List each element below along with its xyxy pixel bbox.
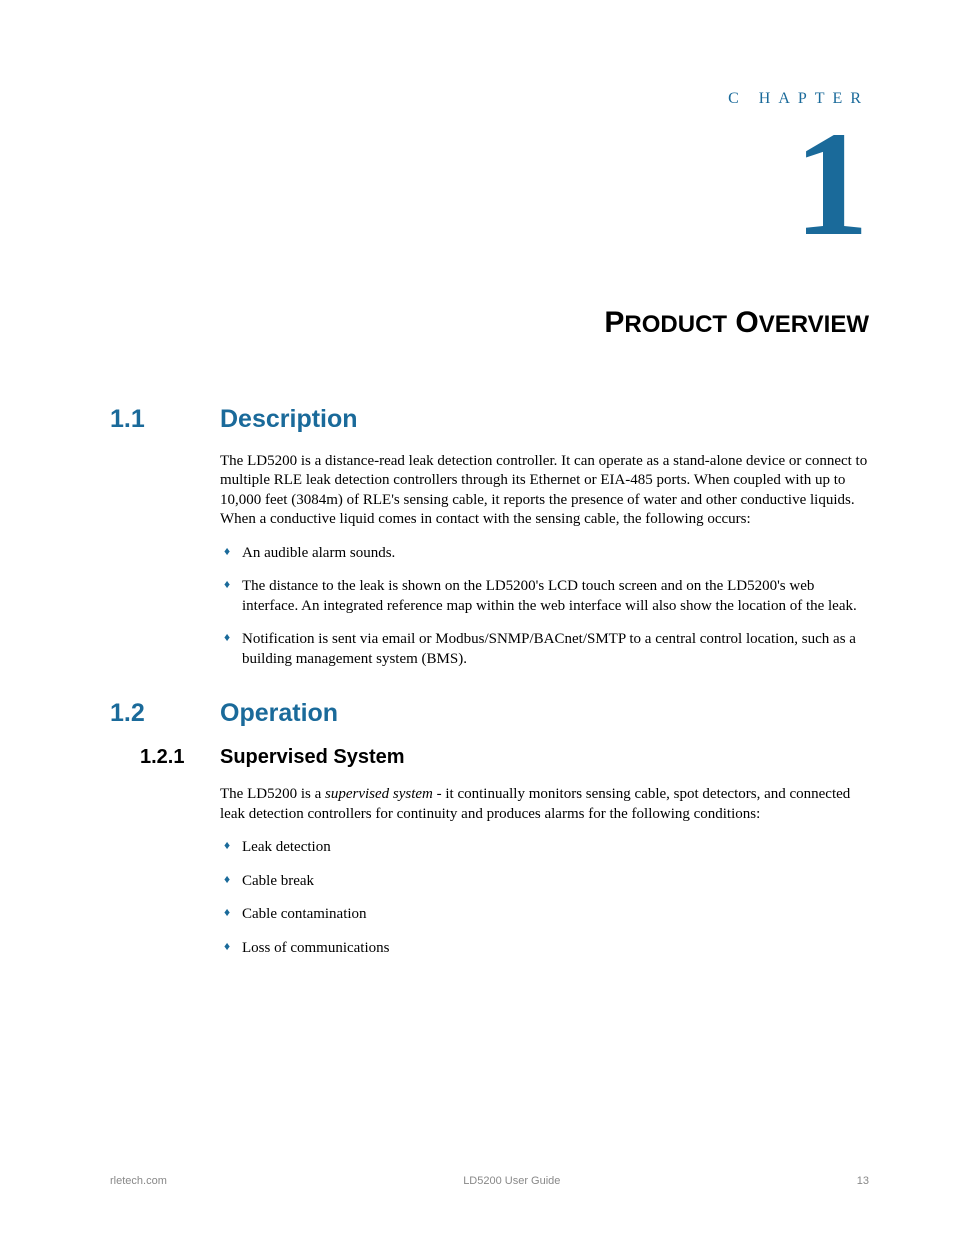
footer-center: LD5200 User Guide <box>463 1175 560 1187</box>
subsection-title: Supervised System <box>220 746 405 769</box>
footer-page-number: 13 <box>857 1175 869 1187</box>
list-item: Leak detection <box>220 838 869 858</box>
section-2-title: Operation <box>220 699 338 728</box>
page-footer: rletech.com LD5200 User Guide 13 <box>110 1175 869 1187</box>
chapter-header: C HAPTER 1 <box>110 90 869 256</box>
section-1-number: 1.1 <box>110 405 220 434</box>
page-title: PRODUCT OVERVIEW <box>110 306 869 340</box>
list-item: Notification is sent via email or Modbus… <box>220 630 869 669</box>
section-2-number: 1.2 <box>110 699 220 728</box>
section-1-bullet-list: An audible alarm sounds. The distance to… <box>220 544 869 670</box>
section-1-heading: 1.1 Description <box>110 405 869 434</box>
chapter-label: C HAPTER <box>110 90 869 108</box>
chapter-number: 1 <box>110 113 869 256</box>
subsection-heading: 1.2.1 Supervised System <box>140 746 869 769</box>
subsection-paragraph: The LD5200 is a supervised system - it c… <box>220 785 869 824</box>
section-1-title: Description <box>220 405 358 434</box>
footer-left: rletech.com <box>110 1175 167 1187</box>
list-item: An audible alarm sounds. <box>220 544 869 564</box>
section-1-paragraph: The LD5200 is a distance-read leak detec… <box>220 452 869 530</box>
subsection-bullet-list: Leak detection Cable break Cable contami… <box>220 838 869 958</box>
section-2-heading: 1.2 Operation <box>110 699 869 728</box>
list-item: Cable contamination <box>220 905 869 925</box>
list-item: Cable break <box>220 872 869 892</box>
list-item: Loss of communications <box>220 939 869 959</box>
subsection-number: 1.2.1 <box>140 746 220 769</box>
list-item: The distance to the leak is shown on the… <box>220 577 869 616</box>
